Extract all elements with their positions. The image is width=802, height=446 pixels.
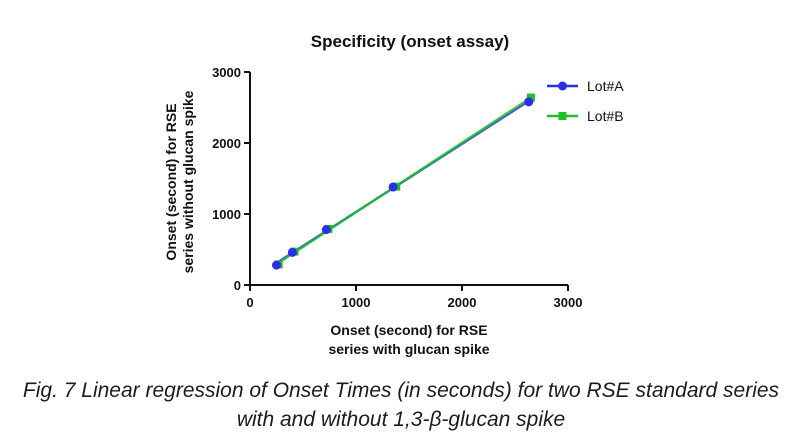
legend-label: Lot#A [587, 78, 624, 94]
y-axis-label-line1: Onset (second) for RSE [163, 103, 179, 260]
data-point-lota [388, 182, 398, 192]
data-point-lotb [526, 93, 535, 102]
y-tick-label: 1000 [212, 207, 241, 222]
data-point-lota [321, 225, 331, 235]
y-tick-label: 3000 [212, 65, 241, 80]
y-axis-label: Onset (second) for RSE series without gl… [163, 90, 196, 273]
x-tick-label: 0 [246, 295, 253, 310]
data-point-lota [524, 97, 534, 107]
data-point-lota [287, 247, 297, 257]
regression-line-lotb [277, 96, 532, 264]
chart-title: Specificity (onset assay) [311, 32, 509, 51]
axes: 0 1000 2000 3000 0 1000 2000 3000 [212, 65, 582, 310]
y-tick-label: 2000 [212, 136, 241, 151]
x-tick-label: 1000 [342, 295, 371, 310]
legend: Lot#A Lot#B [547, 78, 624, 124]
legend-marker-circle [558, 81, 567, 91]
chart-svg: Specificity (onset assay) Onset (second)… [163, 32, 624, 357]
legend-marker-square [558, 112, 567, 120]
x-axis-label-line2: series with glucan spike [328, 341, 489, 357]
legend-label: Lot#B [587, 108, 624, 124]
figure-caption: Fig. 7 Linear regression of Onset Times … [0, 376, 802, 434]
data-point-lota [272, 260, 281, 270]
caption-line-1: Fig. 7 Linear regression of Onset Times … [22, 379, 780, 402]
y-axis-label-line2: series without glucan spike [180, 90, 196, 273]
regression-lines [275, 96, 532, 265]
caption-line-2: with and without 1,3-β-glucan spike [236, 408, 566, 431]
data-points [272, 93, 535, 270]
x-tick-label: 2000 [448, 295, 477, 310]
y-tick-label: 0 [234, 278, 241, 293]
x-axis-label-line1: Onset (second) for RSE [330, 322, 487, 338]
x-tick-label: 3000 [554, 295, 583, 310]
